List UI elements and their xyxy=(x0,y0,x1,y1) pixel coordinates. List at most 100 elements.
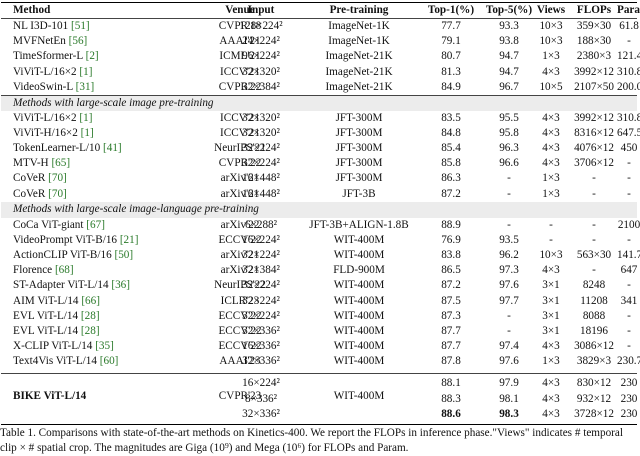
citation-link[interactable]: [68] xyxy=(54,264,74,277)
table-row: MTV-H [65] CVPR'22 32×224² JFT-300M 85.8 96.6… xyxy=(1,156,637,171)
bottom-rule xyxy=(1,424,637,426)
top5-cell: 95.5 xyxy=(499,111,519,124)
input-cell: 128×224² xyxy=(239,19,283,32)
citation-link[interactable]: [51] xyxy=(71,19,90,32)
input-cell: 32×224² xyxy=(242,279,280,292)
pretraining-cell: JFT-300M xyxy=(335,157,383,170)
citation-link[interactable]: [35] xyxy=(95,340,114,353)
top5-cell: 93.8 xyxy=(499,35,519,48)
top1-cell: 87.7 xyxy=(441,324,461,337)
citation-link[interactable]: [36] xyxy=(111,279,130,292)
flops-cell: 2107×50 xyxy=(574,80,614,93)
views-cell: - xyxy=(549,218,553,231)
flops-cell: 188×30 xyxy=(576,35,612,48)
top5-cell: 95.8 xyxy=(499,126,519,139)
method-cell: Text4Vis ViT-L/14 [60] xyxy=(13,354,118,369)
param-cell: 647 xyxy=(620,264,638,277)
pretraining-cell: JFT-300M xyxy=(335,172,383,185)
param-cell: - xyxy=(627,233,631,246)
top1-cell: 85.4 xyxy=(441,142,461,155)
input-cell: 32×320² xyxy=(242,126,280,139)
citation-link[interactable]: [31] xyxy=(75,80,95,93)
top1-cell: 88.1 xyxy=(441,377,461,390)
citation-link[interactable]: [50] xyxy=(114,248,134,261)
venue-cell: CVPR'22 xyxy=(218,80,262,93)
citation-link[interactable]: [70] xyxy=(48,187,67,200)
method-name: VideoPrompt ViT-B/16 xyxy=(13,233,120,246)
citation-link[interactable]: [28] xyxy=(80,324,100,337)
views-cell: 4×3 xyxy=(542,392,560,405)
citation-link[interactable]: [66] xyxy=(81,294,100,307)
pretraining-cell: ImageNet-1K xyxy=(328,35,390,48)
top1-cell: 86.3 xyxy=(441,172,461,185)
pretraining-cell: WIT-400M xyxy=(333,340,385,353)
group-image-pretraining: ViViT-L/16×2 [1] ICCV'21 32×320² JFT-300M 83… xyxy=(1,111,640,202)
param-cell: - xyxy=(627,157,631,170)
top1-cell: 76.9 xyxy=(441,233,461,246)
flops-cell: 3992×12 xyxy=(574,65,614,78)
pretraining-cell: WIT-400M xyxy=(333,294,385,307)
input-cell: 24×224² xyxy=(242,35,280,48)
top5-cell: - xyxy=(507,172,511,185)
citation-link[interactable]: [41] xyxy=(103,142,122,155)
param-cell: 230 xyxy=(620,408,638,421)
table-row: AIM ViT-L/14 [66] ICLR'23 32×224² WIT-400M 8… xyxy=(1,294,637,309)
flops-cell: 563×30 xyxy=(576,248,612,261)
citation-link[interactable]: [2] xyxy=(85,50,99,63)
param-cell: 230.7 xyxy=(617,355,640,368)
input-cell: 32×224² xyxy=(242,142,280,155)
method-cell: ActionCLIP ViT-B/16 [50] xyxy=(13,248,133,263)
top1-cell: 87.7 xyxy=(441,340,461,353)
param-cell: 2100 xyxy=(617,218,640,231)
method-name: ViViT-L/16×2 xyxy=(13,111,80,124)
citation-link[interactable]: [28] xyxy=(80,309,100,322)
venue-cell: ICML'21 xyxy=(219,50,261,63)
citation-link[interactable]: [56] xyxy=(68,35,88,48)
section-title-image-language: Methods with large-scale image-language … xyxy=(1,202,637,218)
views-cell: 1×3 xyxy=(542,187,560,200)
pretraining-cell: ImageNet-21K xyxy=(325,50,393,63)
top5-cell: 94.7 xyxy=(499,50,519,63)
top5-cell: 97.6 xyxy=(499,279,519,292)
pretraining-cell: ImageNet-1K xyxy=(328,19,390,32)
param-cell: 310.8 xyxy=(617,65,640,78)
views-cell: 1×3 xyxy=(542,172,560,185)
citation-link[interactable]: [1] xyxy=(80,126,94,139)
param-cell: - xyxy=(627,187,631,200)
pretraining-cell: JFT-3B xyxy=(342,187,376,200)
citation-link[interactable]: [1] xyxy=(79,111,93,124)
top5-cell: 93.3 xyxy=(499,19,519,32)
citation-link[interactable]: [70] xyxy=(48,172,67,185)
citation-link[interactable]: [60] xyxy=(99,355,119,368)
citation-link[interactable]: [67] xyxy=(86,218,105,231)
input-cell: 32×336² xyxy=(242,355,280,368)
bike-block: BIKE ViT-L/14 CVPR'23 WIT-400M 16×224² 88… xyxy=(1,374,637,424)
pretraining-cell: WIT-400M xyxy=(333,355,385,368)
pretraining-cell: WIT-400M xyxy=(333,309,385,322)
top5-cell: - xyxy=(507,309,511,322)
top5-cell: 97.6 xyxy=(499,355,519,368)
table-row: TokenLearner-L/10 [41] NeurIPS'21 32×224² J… xyxy=(1,141,637,156)
method-name: AIM ViT-L/14 xyxy=(13,294,82,307)
input-cell: 32×336² xyxy=(242,324,280,337)
flops-cell: - xyxy=(592,187,596,200)
venue-cell: AAAI'23 xyxy=(219,355,261,368)
method-name: X-CLIP ViT-L/14 xyxy=(13,340,96,353)
pretraining-cell: FLD-900M xyxy=(333,264,385,277)
section-label: Methods with large-scale image-language … xyxy=(13,203,259,216)
input-cell: 32×336² xyxy=(242,408,280,421)
param-cell: 450 xyxy=(620,142,638,155)
top1-cell: 87.3 xyxy=(441,309,461,322)
param-cell: 121.4 xyxy=(617,50,640,63)
views-cell: 3×1 xyxy=(542,279,560,292)
views-cell: 4×3 xyxy=(542,377,560,390)
method-cell: ViViT-H/16×2 [1] xyxy=(13,126,94,141)
citation-link[interactable]: [1] xyxy=(79,65,93,78)
pretraining-cell: JFT-3B+ALIGN-1.8B xyxy=(309,218,409,231)
citation-link[interactable]: [65] xyxy=(51,157,71,170)
param-cell: 310.8 xyxy=(617,111,640,124)
input-cell: 32×224² xyxy=(242,157,280,170)
citation-link[interactable]: [21] xyxy=(119,233,139,246)
views-cell: 4×3 xyxy=(542,142,560,155)
pretraining-cell: WIT-400M xyxy=(333,248,385,261)
